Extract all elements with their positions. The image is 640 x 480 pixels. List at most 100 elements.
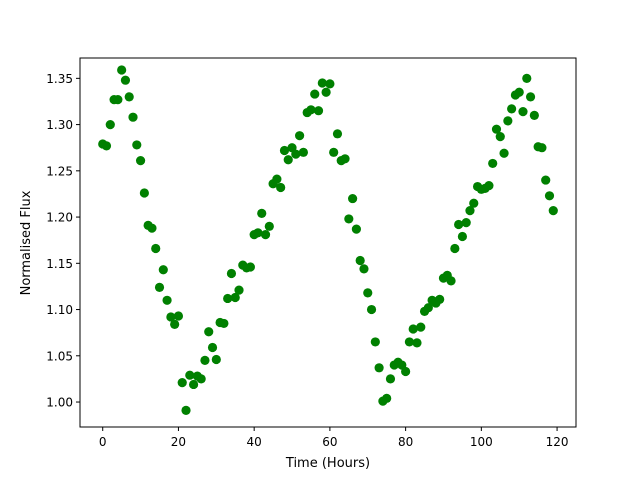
data-point xyxy=(124,92,134,102)
y-tick-label: 1.30 xyxy=(46,118,73,132)
data-point xyxy=(423,303,433,313)
data-point xyxy=(173,311,184,321)
y-tick-label: 1.05 xyxy=(46,349,73,363)
data-point xyxy=(548,205,558,216)
data-point xyxy=(469,198,479,208)
plot-frame xyxy=(79,57,577,428)
data-point xyxy=(408,324,418,334)
data-point xyxy=(298,147,308,157)
data-point xyxy=(374,363,384,373)
data-point xyxy=(522,73,532,83)
data-point xyxy=(461,218,471,228)
data-point xyxy=(264,221,274,231)
x-tick-label: 40 xyxy=(247,435,262,449)
data-point xyxy=(435,294,445,304)
data-point xyxy=(321,87,331,97)
data-point xyxy=(181,405,191,415)
y-tick-label: 1.00 xyxy=(46,396,73,410)
data-point xyxy=(170,319,180,329)
data-point xyxy=(120,75,131,85)
data-point xyxy=(188,379,199,390)
data-point xyxy=(310,89,320,99)
data-point xyxy=(196,374,206,384)
data-point xyxy=(457,231,468,242)
data-point xyxy=(344,214,354,224)
data-point xyxy=(260,230,271,240)
data-point xyxy=(340,154,350,164)
data-point xyxy=(329,147,339,157)
data-point xyxy=(306,105,316,115)
data-point xyxy=(366,304,377,315)
y-axis-label: Normalised Flux xyxy=(19,190,34,295)
data-point xyxy=(495,132,505,142)
data-point xyxy=(295,131,305,141)
data-point xyxy=(105,119,115,130)
data-point xyxy=(507,104,517,114)
y-tick-label: 1.10 xyxy=(46,303,73,317)
y-tick-label: 1.15 xyxy=(46,257,73,271)
data-point xyxy=(147,223,157,233)
y-tick-label: 1.25 xyxy=(46,164,73,178)
data-point xyxy=(450,243,460,254)
data-point xyxy=(211,354,221,365)
data-point xyxy=(154,282,165,292)
x-axis-label: Time (Hours) xyxy=(285,456,370,471)
data-point xyxy=(113,95,123,105)
data-point xyxy=(537,143,547,153)
data-point xyxy=(446,276,456,286)
data-point xyxy=(207,342,218,353)
x-tick-label: 80 xyxy=(398,435,413,449)
data-point xyxy=(488,158,498,169)
data-point xyxy=(200,355,210,366)
data-point xyxy=(503,116,513,126)
data-point xyxy=(101,141,112,151)
data-point xyxy=(325,79,335,89)
data-point xyxy=(332,129,343,139)
x-tick-label: 20 xyxy=(171,435,186,449)
data-point xyxy=(491,124,502,134)
data-point xyxy=(272,174,282,184)
data-point xyxy=(363,288,373,298)
data-point xyxy=(541,175,551,185)
data-point xyxy=(359,264,369,274)
x-tick-label: 60 xyxy=(322,435,337,449)
data-point xyxy=(370,337,380,347)
data-point xyxy=(385,374,396,384)
x-axis-ticks: 0 20 40 60 80 100 120 xyxy=(99,427,569,449)
data-point xyxy=(382,393,392,403)
data-point xyxy=(257,208,267,218)
data-point xyxy=(348,193,358,204)
data-point xyxy=(499,148,509,158)
x-tick-label: 0 xyxy=(99,435,107,449)
data-point xyxy=(283,155,293,165)
data-point xyxy=(117,65,127,75)
data-point xyxy=(185,370,195,380)
data-point xyxy=(219,318,229,329)
y-tick-label: 1.20 xyxy=(46,211,73,225)
data-point xyxy=(151,243,161,254)
data-point xyxy=(351,224,361,234)
data-point xyxy=(544,191,555,201)
data-point xyxy=(529,110,539,120)
data-point xyxy=(226,268,237,279)
data-point xyxy=(317,78,327,88)
data-point xyxy=(518,107,528,117)
data-point xyxy=(166,312,176,322)
data-point xyxy=(313,106,324,116)
data-point xyxy=(525,92,536,102)
data-point xyxy=(291,149,301,159)
data-point xyxy=(135,156,146,166)
data-point xyxy=(465,205,475,216)
data-point xyxy=(276,182,286,193)
data-point xyxy=(128,112,138,122)
data-point xyxy=(279,145,290,156)
y-tick-label: 1.35 xyxy=(46,72,73,86)
data-point xyxy=(253,228,263,238)
data-point xyxy=(514,87,524,97)
data-point xyxy=(230,292,240,303)
data-point xyxy=(401,366,411,377)
data-point xyxy=(234,285,244,295)
data-point xyxy=(223,293,233,304)
